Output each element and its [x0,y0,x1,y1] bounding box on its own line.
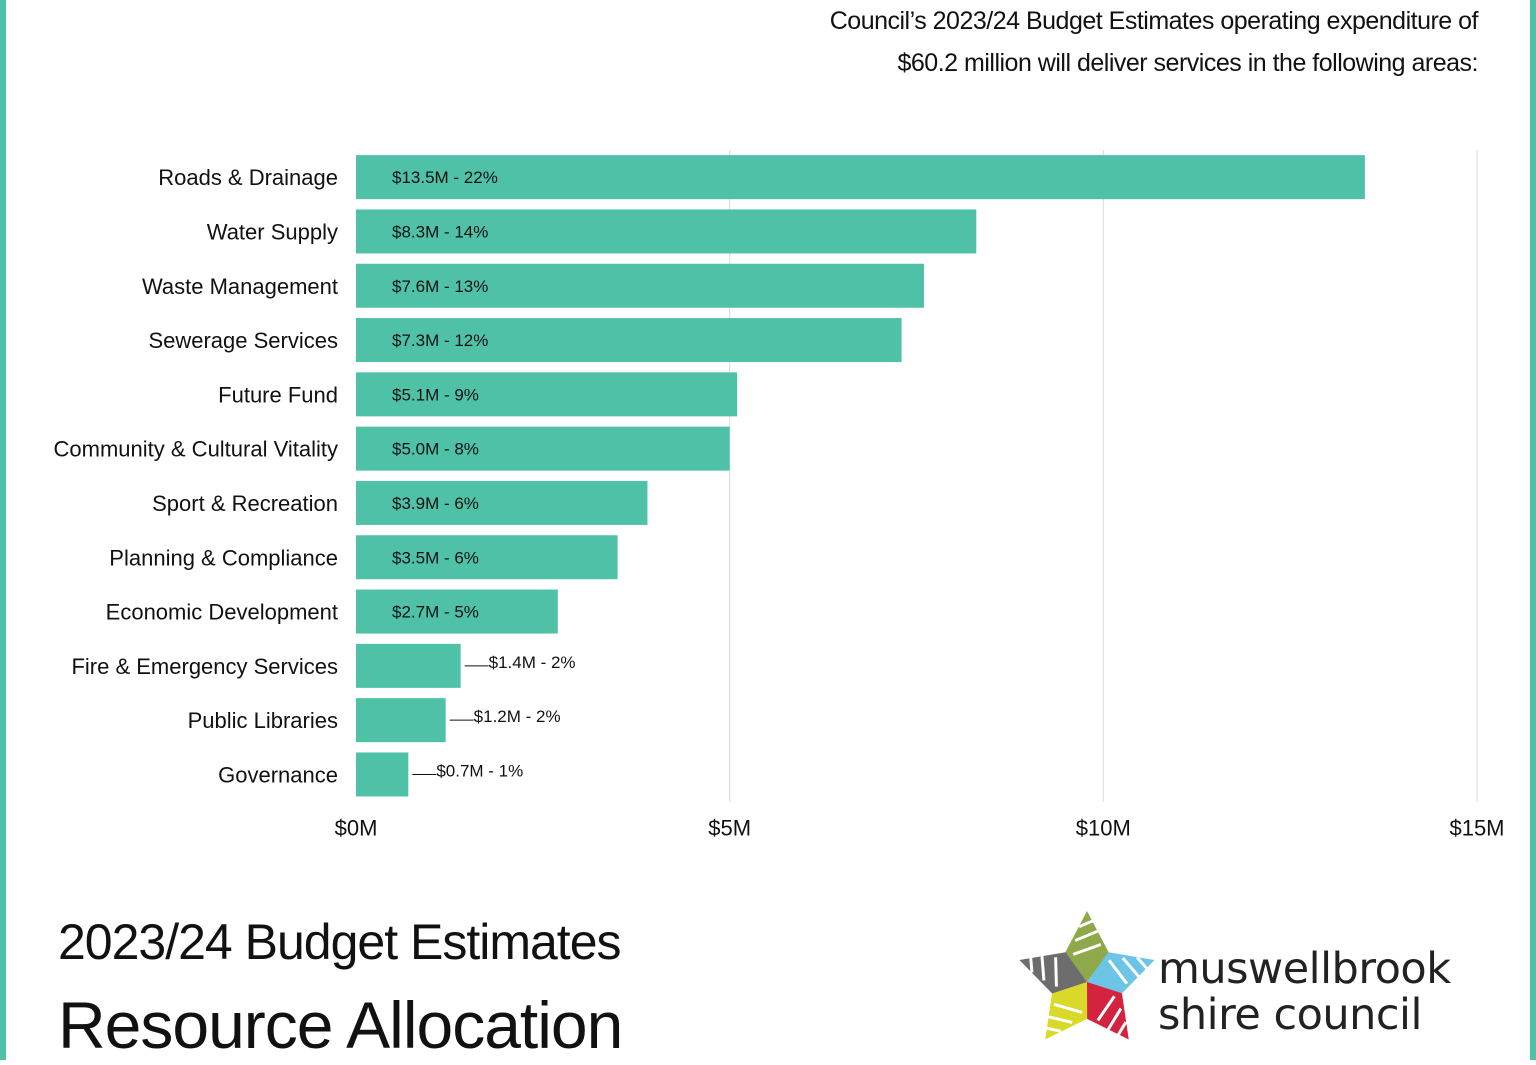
bar [356,480,648,525]
data-label: $1.4M - 2% [489,653,576,672]
bar [356,535,618,580]
category-label: Governance [218,762,338,787]
bar [356,752,409,797]
category-label: Community & Cultural Vitality [54,437,338,462]
data-label: $0.7M - 1% [436,761,523,780]
logo-petal-grey [1019,952,1087,994]
bar [356,209,977,254]
data-label: $3.5M - 6% [392,548,479,567]
category-label: Water Supply [207,219,338,244]
x-tick-label: $5M [708,816,751,840]
logo-petal-green [1065,910,1109,982]
bar [356,426,730,471]
category-label: Future Fund [218,382,338,407]
logo-text-line-2: shire council [1158,990,1422,1040]
bar [356,318,902,363]
logo-petal-blue [1087,952,1155,994]
footer-subtitle: 2023/24 Budget Estimates [58,914,621,970]
category-label: Fire & Emergency Services [71,654,338,679]
logo-petal-red [1086,982,1129,1040]
data-label: $5.1M - 9% [392,385,479,404]
data-label: $3.9M - 6% [392,494,479,513]
bar [356,263,924,308]
data-label: $7.6M - 13% [392,277,488,296]
logo-petal-yellow [1045,982,1088,1040]
bar [356,155,1365,200]
category-label: Economic Development [106,600,338,625]
left-frame-border [0,0,6,1060]
logo-text-line-1: muswellbrook [1158,944,1451,994]
data-label: $7.3M - 12% [392,331,488,350]
data-label: $13.5M - 22% [392,168,498,187]
data-label: $1.2M - 2% [474,707,561,726]
intro-line-2: $60.2 million will deliver services in t… [897,49,1479,77]
data-label: $8.3M - 14% [392,222,488,241]
category-label: Public Libraries [188,708,338,733]
bar [356,698,446,743]
intro-text: Council’s 2023/24 Budget Estimates opera… [778,0,1479,84]
intro-line-1: Council’s 2023/24 Budget Estimates opera… [829,7,1479,35]
category-label: Sewerage Services [148,328,338,353]
bar [356,589,558,634]
bar [356,372,738,417]
x-tick-label: $15M [1449,816,1504,840]
data-label: $5.0M - 8% [392,440,479,459]
category-label: Waste Management [142,274,338,299]
category-label: Roads & Drainage [158,165,338,190]
budget-bar-chart: $0M $5M $10M $15M Roads & Drainage $13.5M - 2… [54,150,1505,840]
x-tick-label: $10M [1076,816,1131,840]
x-tick-label: $0M [335,816,378,840]
footer-title: Resource Allocation [58,988,623,1062]
star-logo-icon [1019,910,1155,1040]
category-label: Sport & Recreation [152,491,338,516]
right-frame-border [1530,0,1536,1060]
bar [356,643,461,688]
category-label: Planning & Compliance [109,545,338,570]
council-logo-text: muswellbrook shire council [1158,946,1451,1038]
data-label: $2.7M - 5% [392,603,479,622]
